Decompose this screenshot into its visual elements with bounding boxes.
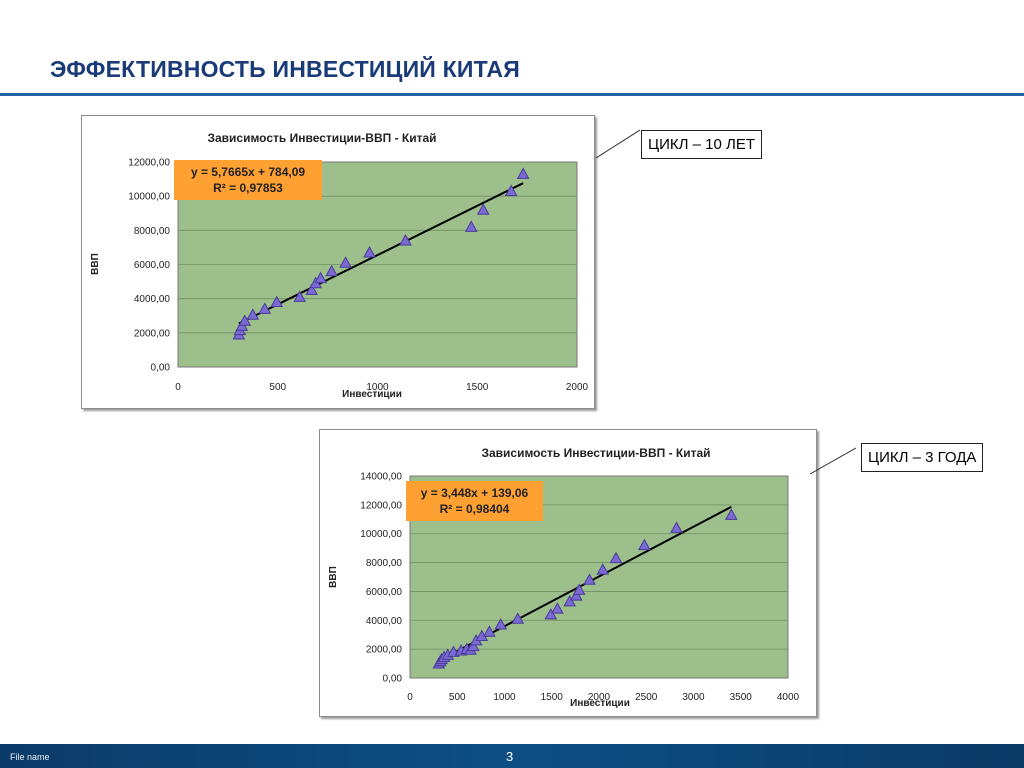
x-tick-label: 3000 [682,692,705,703]
chart-10-years-svg: Зависимость Инвестиции-ВВП - Китай 0,00 20… [90,131,589,400]
title-divider [0,93,1024,96]
chart-3-years: Зависимость Инвестиции-ВВП - Китай 0,00 20… [319,429,817,717]
chart-3-years-svg: Зависимость Инвестиции-ВВП - Китай 0,00 20… [328,446,800,709]
x-tick-label: 0 [175,382,181,393]
page-title: ЭФФЕКТИВНОСТЬ ИНВЕСТИЦИЙ КИТАЯ [50,56,520,82]
data-point [483,625,496,637]
equation-box [174,160,322,200]
trendline [238,182,524,325]
x-tick-label: 4000 [777,692,800,703]
x-tick-label: 1000 [493,692,516,703]
data-point [724,508,738,520]
data-point [270,295,284,307]
y-tick-label: 12000,00 [360,500,402,511]
y-tick-label: 2000,00 [366,645,403,656]
chart-title: Зависимость Инвестиции-ВВП - Китай [207,131,436,145]
data-point [363,246,376,258]
callout-leader-line [809,447,857,475]
x-tick-label: 1500 [466,382,489,393]
data-point [638,538,651,551]
equation-box [406,481,543,521]
x-tick-label: 1500 [541,692,564,703]
data-point [563,594,577,607]
regression-equation: y = 5,7665x + 784,09 [191,165,305,179]
chart-10-years: Зависимость Инвестиции-ВВП - Китай 0,00 20… [81,115,595,409]
data-point [293,290,307,302]
data-point [464,220,478,232]
data-point [511,612,525,624]
x-tick-label: 2000 [566,382,589,393]
x-tick-label: 500 [269,382,286,393]
x-tick-label: 1000 [366,382,389,393]
y-tick-label: 6000,00 [134,260,171,271]
footer-file-name: File name [10,752,50,762]
data-point [572,583,586,595]
y-tick-label: 10000,00 [128,192,170,203]
x-tick-label: 2000 [588,692,611,703]
callout-cycle-10-years: ЦИКЛ – 10 ЛЕТ [641,130,762,159]
data-point [494,618,508,630]
data-point [258,302,272,314]
data-point [569,589,583,601]
y-tick-label: 4000,00 [366,616,403,627]
y-tick-label: 6000,00 [366,587,403,598]
y-tick-label: 0,00 [383,674,403,685]
r-squared: R² = 0,97853 [213,181,283,195]
data-point [339,256,352,268]
y-tick-label: 10000,00 [360,529,402,540]
callout-cycle-3-years: ЦИКЛ – 3 ГОДА [861,443,984,472]
data-point [399,234,412,246]
data-point [516,167,530,179]
y-axis-label: ВВП [328,566,339,588]
data-point [609,551,623,564]
data-point [544,607,558,620]
data-point [325,264,338,277]
callout-leader-line [595,129,641,159]
data-point [596,563,610,575]
x-axis-label: Инвестиции [342,389,402,400]
regression-equation: y = 3,448x + 139,06 [421,486,529,500]
chart-title: Зависимость Инвестиции-ВВП - Китай [481,446,710,460]
y-tick-label: 0,00 [151,363,171,374]
y-tick-label: 8000,00 [366,558,403,569]
page-number: 3 [506,749,514,764]
footer-bar: File name 3 [0,744,1024,768]
y-tick-label: 8000,00 [134,226,171,237]
data-point [314,271,327,284]
data-point [305,283,319,296]
data-point [551,602,564,614]
data-point [246,308,260,320]
data-point [476,203,490,215]
x-tick-label: 3500 [730,692,753,703]
data-point [466,639,480,652]
y-tick-label: 4000,00 [134,294,171,305]
data-point [504,184,518,196]
x-tick-label: 2500 [635,692,658,703]
y-tick-label: 2000,00 [134,328,171,339]
x-axis-label: Инвестиции [570,698,630,709]
x-tick-label: 500 [449,692,466,703]
data-point [238,314,252,326]
x-tick-label: 0 [407,692,413,703]
data-point [583,573,596,585]
y-axis-label: ВВП [90,253,101,275]
data-point [670,521,683,533]
y-tick-label: 12000,00 [128,158,170,169]
y-tick-label: 14000,00 [360,472,402,483]
r-squared: R² = 0,98404 [440,502,510,516]
